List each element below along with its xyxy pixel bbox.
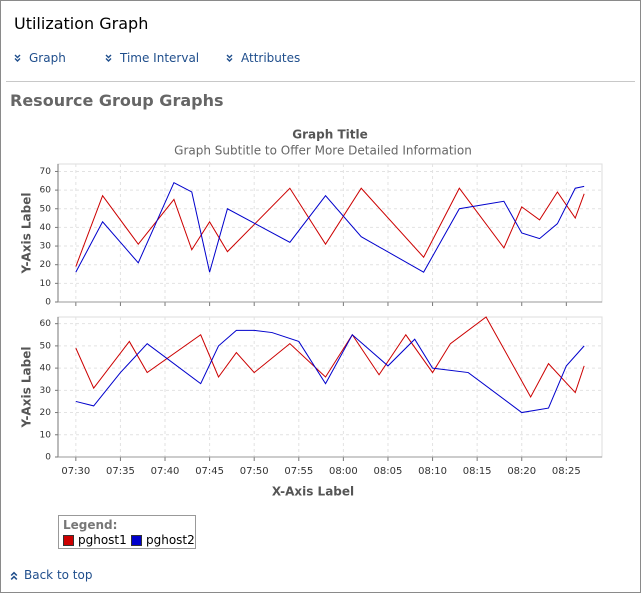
x-tick-label: 07:45 — [195, 466, 224, 477]
nav-label: Graph — [29, 51, 66, 65]
legend-label: pghost2 — [146, 533, 195, 547]
nav-label: Attributes — [241, 51, 301, 65]
legend-title: Legend: — [63, 518, 118, 532]
chevron-icon — [105, 54, 112, 62]
x-tick-label: 08:05 — [374, 466, 403, 477]
plot-area — [57, 163, 603, 303]
y-tick-label: 20 — [40, 408, 52, 418]
legend-entry: pghost2 — [131, 533, 195, 547]
x-tick-label: 07:50 — [240, 466, 269, 477]
y-tick-label: 40 — [40, 364, 52, 374]
series-line — [75, 181, 585, 273]
y-tick-label: 10 — [40, 430, 52, 440]
y-tick-label: 30 — [40, 386, 52, 396]
nav-label: Time Interval — [120, 51, 200, 65]
chevron-icon — [226, 54, 233, 62]
y-axis-label: Y-Axis Label — [20, 193, 34, 275]
legend-label: pghost1 — [78, 533, 127, 547]
x-tick-label: 08:15 — [463, 466, 492, 477]
divider — [6, 81, 635, 82]
chart-title: Graph Title — [292, 128, 367, 142]
chart-subtitle: Graph Subtitle to Offer More Detailed In… — [174, 144, 472, 158]
y-tick-label: 70 — [40, 167, 52, 177]
y-tick-label: 0 — [45, 298, 51, 308]
y-tick-label: 50 — [40, 204, 52, 214]
page-title: Utilization Graph — [14, 14, 149, 33]
back-label: Back to top — [24, 568, 93, 582]
up-icon — [10, 571, 18, 580]
section-title: Resource Group Graphs — [10, 91, 224, 110]
x-tick-label: 07:35 — [106, 466, 135, 477]
y-tick-label: 10 — [40, 279, 52, 289]
y-axis-label: Y-Axis Label — [20, 347, 34, 429]
y-tick-label: 0 — [45, 453, 51, 463]
x-axis-label: X-Axis Label — [272, 485, 354, 499]
legend: Legend: pghost1 pghost2 — [58, 515, 196, 549]
y-tick-label: 40 — [40, 223, 52, 233]
legend-entry: pghost1 — [63, 533, 127, 547]
x-tick-label: 08:25 — [552, 466, 581, 477]
nav-link[interactable]: Attributes — [226, 51, 300, 65]
x-tick-label: 07:40 — [151, 466, 180, 477]
x-tick-label: 07:55 — [284, 466, 313, 477]
nav-link[interactable]: Graph — [14, 51, 66, 65]
legend-swatch — [63, 534, 74, 546]
series-line — [75, 329, 585, 414]
y-tick-label: 60 — [40, 186, 52, 196]
x-tick-label: 07:30 — [61, 466, 90, 477]
plot-area — [57, 316, 603, 458]
x-tick-label: 08:00 — [329, 466, 358, 477]
y-tick-label: 60 — [40, 319, 52, 329]
back-link[interactable]: Back to top — [10, 568, 92, 582]
x-tick-label: 08:10 — [418, 466, 447, 477]
y-tick-label: 50 — [40, 341, 52, 351]
x-tick-label: 08:20 — [507, 466, 536, 477]
y-tick-label: 20 — [40, 260, 52, 270]
nav-link[interactable]: Time Interval — [105, 51, 199, 65]
chevron-icon — [14, 54, 21, 62]
series-line — [75, 316, 585, 399]
y-tick-label: 30 — [40, 242, 52, 252]
legend-swatch — [131, 534, 142, 546]
chart: Graph Title Graph Subtitle to Offer More … — [20, 128, 603, 499]
